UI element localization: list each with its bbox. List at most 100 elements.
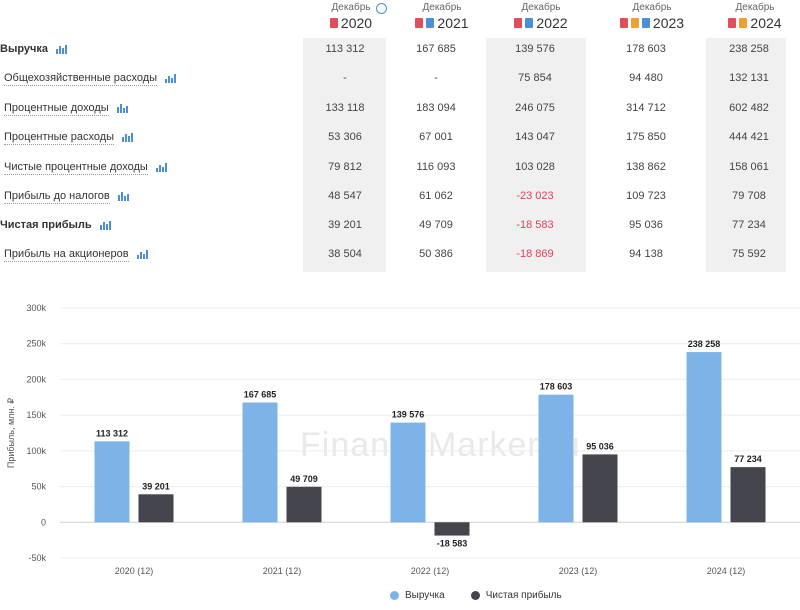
table-cell: 95 036 xyxy=(629,219,663,231)
year-header-2020[interactable]: Декабрь 2020 xyxy=(311,2,391,32)
table-cell: 167 685 xyxy=(416,43,456,55)
x-tick-label: 2020 (12) xyxy=(115,566,154,576)
y-tick-label: -50k xyxy=(28,553,46,563)
table-cell: -18 583 xyxy=(516,219,554,231)
pdf-report-icon[interactable] xyxy=(619,18,628,28)
revenue-bar-2021 xyxy=(242,402,278,523)
legend-item-net-income[interactable]: Чистая прибыль xyxy=(470,590,562,601)
period-label: Декабрь xyxy=(735,2,775,13)
revenue-data-label: 167 685 xyxy=(244,390,277,400)
table-cell: 103 028 xyxy=(515,161,555,173)
table-cell: 61 062 xyxy=(419,190,453,202)
table-cell: 94 138 xyxy=(629,248,663,260)
table-cell: 314 712 xyxy=(626,102,666,114)
document-link-icon[interactable] xyxy=(641,18,650,28)
table-cell: 50 386 xyxy=(419,248,453,260)
document-link-icon[interactable] xyxy=(525,18,534,28)
row-label-3[interactable]: Процентные расходы xyxy=(4,127,134,147)
info-icon[interactable] xyxy=(376,3,387,14)
revenue-bar-2024 xyxy=(686,352,722,523)
year-label: 2020 xyxy=(340,15,373,31)
table-cell: 49 709 xyxy=(419,219,453,231)
table-cell: -23 023 xyxy=(516,190,554,202)
y-tick-label: 300k xyxy=(26,303,46,313)
table-cell: 143 047 xyxy=(515,131,555,143)
year-row: 2023 xyxy=(612,14,692,32)
row-label-text: Прибыль на акционеров xyxy=(4,247,129,262)
table-cell: 138 862 xyxy=(626,161,666,173)
table-cell: - xyxy=(434,72,438,84)
revenue-data-label: 139 576 xyxy=(392,410,425,420)
bar-chart-icon[interactable] xyxy=(56,44,68,54)
table-cell: 158 061 xyxy=(729,161,769,173)
row-label-6[interactable]: Чистая прибыль xyxy=(0,215,111,235)
row-label-text: Процентные доходы xyxy=(4,101,109,116)
period-label: Декабрь xyxy=(422,2,462,13)
table-cell: 79 708 xyxy=(732,190,766,202)
row-label-1[interactable]: Общехозяйственные расходы xyxy=(4,68,177,88)
net-income-bar-2021 xyxy=(286,486,322,523)
column-band-2024 xyxy=(706,38,786,272)
presentation-icon[interactable] xyxy=(739,18,748,28)
net-income-bar-2024 xyxy=(730,467,766,523)
pdf-report-icon[interactable] xyxy=(514,18,523,28)
pdf-report-icon[interactable] xyxy=(329,18,338,28)
row-label-7[interactable]: Прибыль на акционеров xyxy=(4,244,148,264)
table-cell: 39 201 xyxy=(328,219,362,231)
bar-chart-icon[interactable] xyxy=(155,162,167,172)
net-income-bar-2023 xyxy=(582,454,618,523)
x-tick-label: 2021 (12) xyxy=(263,566,302,576)
row-label-4[interactable]: Чистые процентные доходы xyxy=(4,157,167,177)
row-label-2[interactable]: Процентные доходы xyxy=(4,98,128,118)
column-band-2022 xyxy=(486,38,586,272)
net-income-data-label: 39 201 xyxy=(142,481,170,491)
row-label-text: Выручка xyxy=(0,43,49,55)
table-cell: 132 131 xyxy=(729,72,769,84)
bar-chart-icon[interactable] xyxy=(136,249,148,259)
table-cell: 48 547 xyxy=(328,190,362,202)
year-row: 2022 xyxy=(501,14,581,32)
table-cell: 116 093 xyxy=(416,161,456,173)
table-cell: 602 482 xyxy=(729,102,769,114)
legend-item-revenue[interactable]: Выручка xyxy=(390,590,445,601)
year-header-2024[interactable]: Декабрь 2024 xyxy=(715,2,795,32)
year-label: 2022 xyxy=(536,15,568,31)
y-tick-label: 50k xyxy=(31,482,46,492)
year-row: 2024 xyxy=(715,14,795,32)
bar-chart-icon[interactable] xyxy=(116,103,128,113)
revenue-data-label: 113 312 xyxy=(96,428,128,438)
table-cell: 246 075 xyxy=(515,102,555,114)
x-tick-label: 2023 (12) xyxy=(559,566,598,576)
bar-chart-icon[interactable] xyxy=(117,191,129,201)
table-cell: 175 850 xyxy=(626,131,666,143)
table-cell: 53 306 xyxy=(328,131,362,143)
pdf-report-icon[interactable] xyxy=(415,18,424,28)
table-cell: -18 869 xyxy=(516,248,554,260)
bar-chart-icon[interactable] xyxy=(165,73,177,83)
pdf-report-icon[interactable] xyxy=(728,18,737,28)
bar-chart-icon[interactable] xyxy=(122,132,134,142)
presentation-icon[interactable] xyxy=(630,18,639,28)
chart-legend: Выручка Чистая прибыль xyxy=(390,590,562,601)
table-cell: 183 094 xyxy=(416,102,456,114)
net-income-bar-2022 xyxy=(434,522,470,536)
table-cell: 444 421 xyxy=(729,131,769,143)
row-label-text: Общехозяйственные расходы xyxy=(4,71,158,86)
period-label: Декабрь xyxy=(521,2,561,13)
year-header-2022[interactable]: Декабрь 2022 xyxy=(501,2,581,32)
row-label-0[interactable]: Выручка xyxy=(0,39,68,59)
bar-chart-icon[interactable] xyxy=(99,220,111,230)
table-cell: 67 001 xyxy=(419,131,453,143)
y-tick-label: 0 xyxy=(41,517,46,527)
table-cell: 113 312 xyxy=(325,43,365,55)
table-cell: 94 480 xyxy=(629,72,663,84)
row-label-5[interactable]: Прибыль до налогов xyxy=(4,186,129,206)
legend-dot-revenue xyxy=(390,591,399,600)
table-cell: 75 854 xyxy=(518,72,552,84)
revenue-data-label: 238 258 xyxy=(688,339,721,349)
year-header-2023[interactable]: Декабрь 2023 xyxy=(612,2,692,32)
year-header-2021[interactable]: Декабрь 2021 xyxy=(402,2,482,32)
revenue-data-label: 178 603 xyxy=(540,382,573,392)
table-cell: 238 258 xyxy=(729,43,769,55)
document-link-icon[interactable] xyxy=(426,18,435,28)
